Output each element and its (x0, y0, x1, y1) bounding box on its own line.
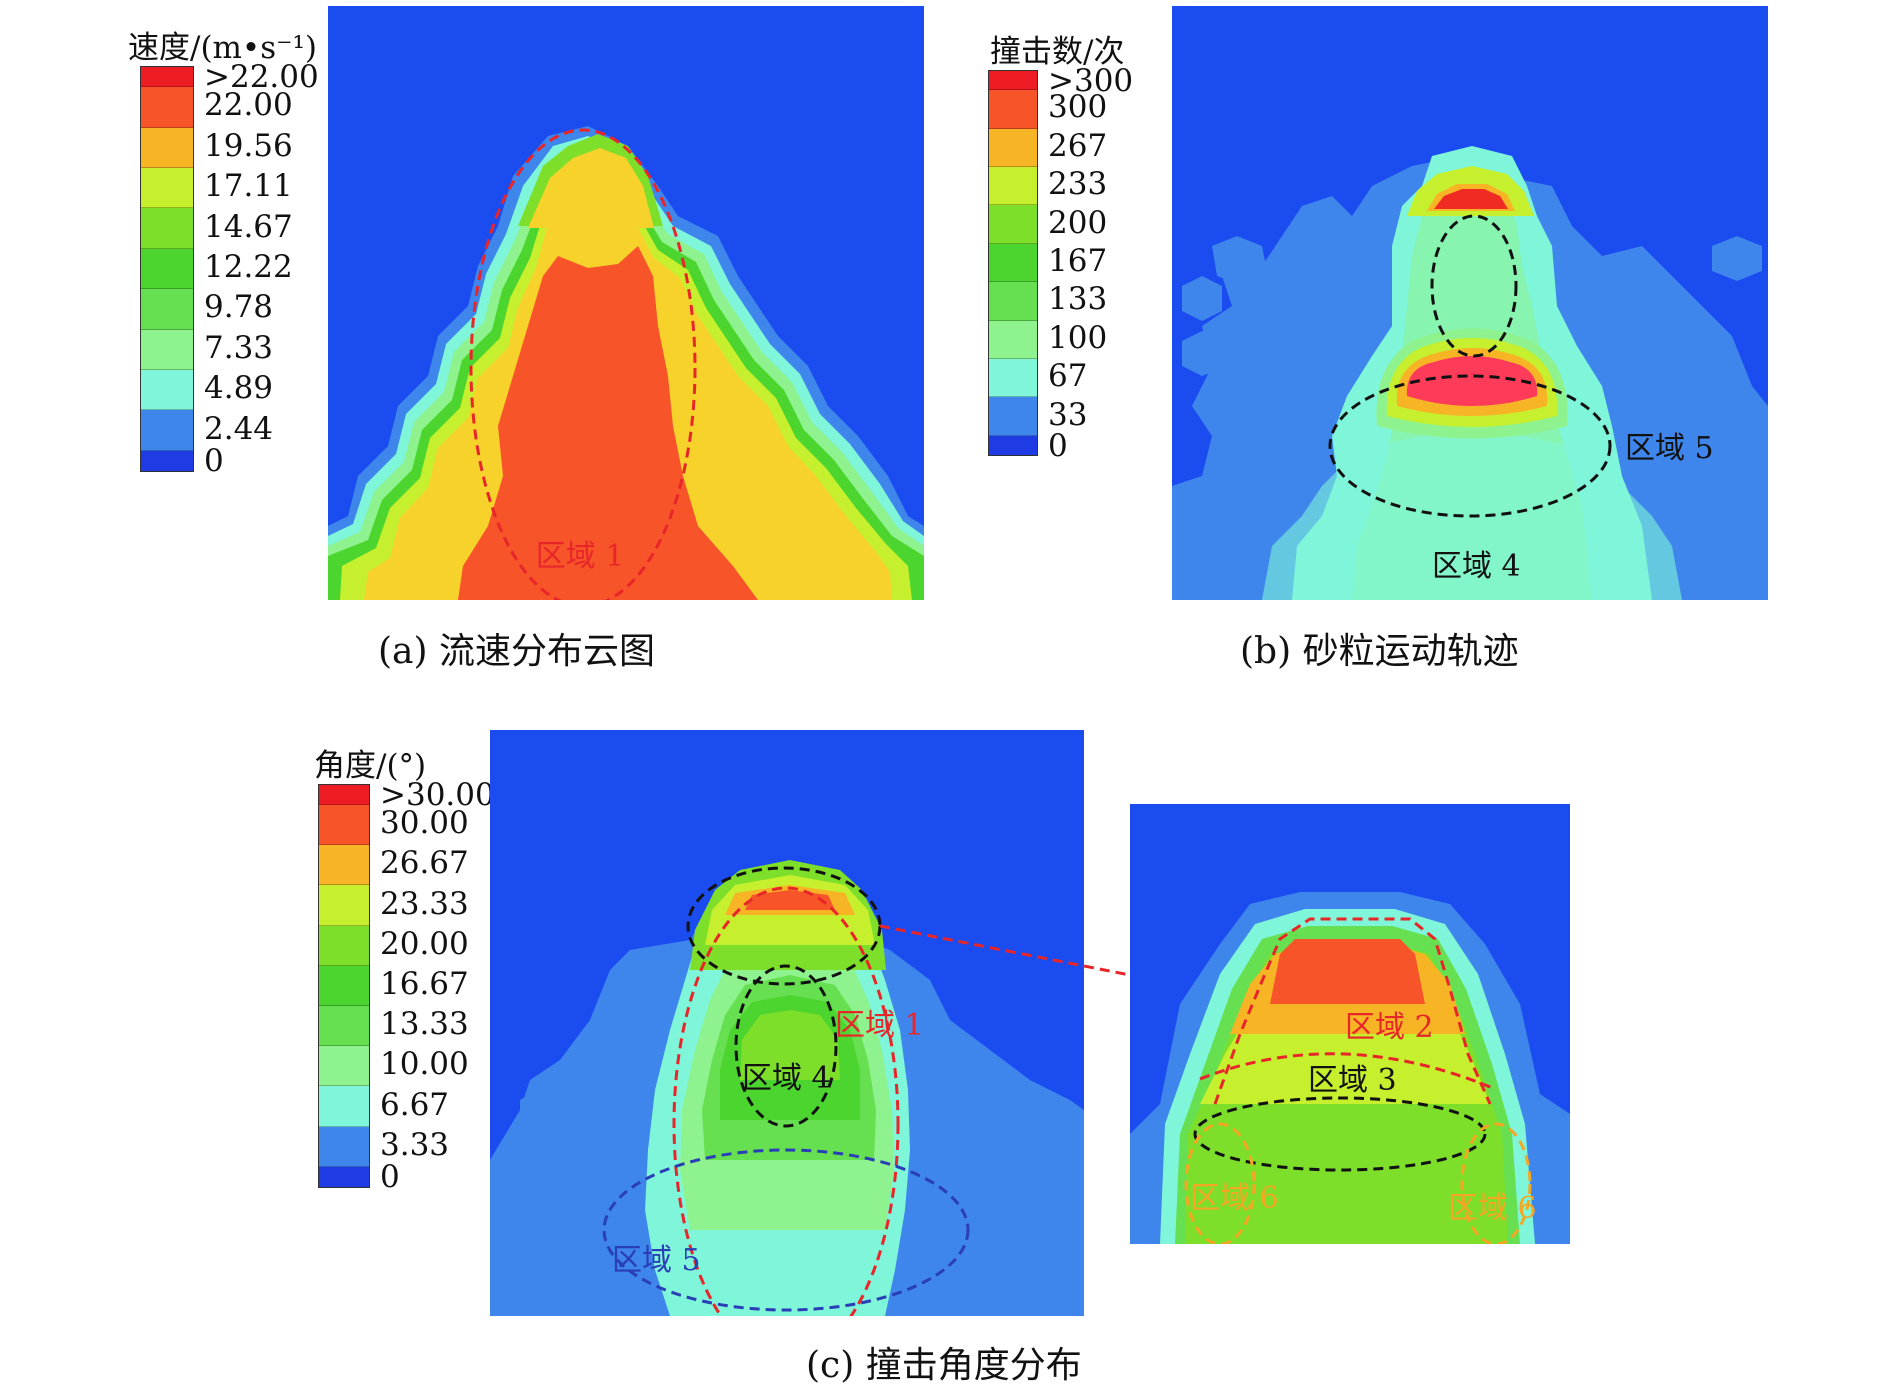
legend-b-swatch (989, 397, 1037, 436)
legend-a-swatch (141, 167, 193, 209)
legend-c-label: 30.00 (380, 805, 469, 842)
caption-c: (c) 撞击角度分布 (806, 1345, 1082, 1386)
legend-a-swatch (141, 410, 193, 451)
region-1-label-a: 区域 1 (536, 539, 625, 574)
legend-b-label: 0 (1048, 427, 1068, 464)
legend-b-label: >300 (1048, 63, 1134, 99)
legend-c-label: 3.33 (380, 1126, 450, 1163)
legend-b-swatch (989, 282, 1037, 321)
legend-c-swatch (319, 885, 369, 926)
legend-c-label: 23.33 (380, 885, 469, 922)
legend-a-swatch (141, 329, 193, 370)
legend-b-label: 33 (1048, 396, 1088, 433)
legend-b-swatch (989, 71, 1037, 91)
legend-b-swatch (989, 320, 1037, 359)
velocity-contour-plot: 区域 1 (328, 6, 924, 600)
region-5-label-c: 区域 5 (612, 1243, 701, 1278)
legend-b-swatch (989, 205, 1037, 244)
impact-angle-plot: 区域 1 区域 4 区域 5 (490, 730, 1084, 1316)
legend-b-swatch (989, 243, 1037, 283)
legend-a-swatch (141, 248, 193, 290)
legend-b-swatch (989, 435, 1037, 455)
region-6-label-right: 区域 6 (1448, 1191, 1537, 1226)
legend-b-label: 167 (1048, 243, 1108, 279)
legend-a-label: 17.11 (204, 168, 293, 205)
legend-a-title: 速度/(m•s⁻¹) (128, 30, 318, 66)
legend-b-swatch (989, 128, 1037, 167)
legend-c-swatch (319, 925, 369, 966)
legend-a-label: 7.33 (204, 329, 274, 366)
legend-c-swatch (319, 1046, 369, 1087)
legend-c-swatch (319, 1086, 369, 1127)
legend-a-label: 22.00 (204, 87, 293, 124)
legend-a-swatch (141, 450, 193, 471)
legend-b-swatch (989, 166, 1037, 206)
legend-b-label: 67 (1048, 358, 1088, 395)
legend-c-label: 26.67 (380, 845, 469, 882)
region-1-label-c: 区域 1 (835, 1008, 924, 1043)
legend-b-swatch (989, 358, 1037, 398)
legend-a-swatch (141, 127, 193, 168)
legend-a-swatch (141, 87, 193, 128)
legend-a-swatch (141, 208, 193, 249)
legend-a-swatch (141, 289, 193, 330)
legend-b-label: 233 (1048, 166, 1108, 203)
region-4-label-b: 区域 4 (1432, 549, 1521, 584)
legend-c-swatch (319, 1006, 369, 1047)
region-3-label: 区域 3 (1308, 1063, 1397, 1098)
legend-c-label: 20.00 (380, 925, 469, 962)
legend-a-label: 14.67 (204, 208, 293, 245)
legend-b-label: 100 (1048, 319, 1108, 356)
legend-c-swatch (319, 1126, 369, 1167)
legend-c-swatch (319, 805, 369, 846)
legend-c-colorbar (318, 784, 370, 1188)
legend-c-title: 角度/(°) (314, 748, 427, 784)
legend-c-label: 0 (380, 1158, 400, 1195)
legend-a-label: 2.44 (204, 410, 274, 447)
legend-b-label: 267 (1048, 127, 1108, 164)
region-5-label-b: 区域 5 (1625, 431, 1714, 466)
legend-a-label: 12.22 (204, 249, 293, 285)
legend-c-label: 13.33 (380, 1006, 469, 1043)
legend-a-label: 19.56 (204, 127, 293, 164)
legend-b-colorbar (988, 70, 1038, 456)
legend-b-swatch (989, 90, 1037, 129)
region-6-label-left: 区域 6 (1190, 1181, 1279, 1216)
legend-a-label: 4.89 (204, 370, 274, 407)
region-2-label: 区域 2 (1345, 1010, 1434, 1045)
legend-c-swatch (319, 785, 369, 806)
region-4-label-c: 区域 4 (742, 1061, 831, 1096)
legend-a-swatch (141, 67, 193, 88)
legend-a-colorbar (140, 66, 194, 472)
legend-a-label: >22.00 (204, 59, 319, 95)
sand-trajectory-plot: 区域 5 区域 4 (1172, 6, 1768, 600)
legend-b-title: 撞击数/次 (990, 34, 1125, 70)
legend-c-label: >30.00 (380, 777, 495, 813)
legend-a-swatch (141, 369, 193, 411)
legend-c-swatch (319, 1166, 369, 1187)
zoom-connector-line (880, 924, 1136, 978)
legend-c-label: 10.00 (380, 1046, 469, 1083)
legend-c-swatch (319, 845, 369, 886)
legend-b-label: 133 (1048, 281, 1108, 318)
caption-a: (a) 流速分布云图 (378, 631, 655, 672)
impact-angle-zoom-inset: 区域 2 区域 3 区域 6 区域 6 (1130, 804, 1570, 1244)
legend-a-label: 0 (204, 442, 224, 479)
legend-c-label: 16.67 (380, 966, 469, 1002)
legend-c-label: 6.67 (380, 1086, 450, 1123)
legend-a-label: 9.78 (204, 289, 274, 326)
legend-b-label: 300 (1048, 89, 1108, 126)
legend-b-label: 200 (1048, 204, 1108, 241)
legend-c-swatch (319, 965, 369, 1007)
caption-b: (b) 砂粒运动轨迹 (1240, 631, 1519, 672)
